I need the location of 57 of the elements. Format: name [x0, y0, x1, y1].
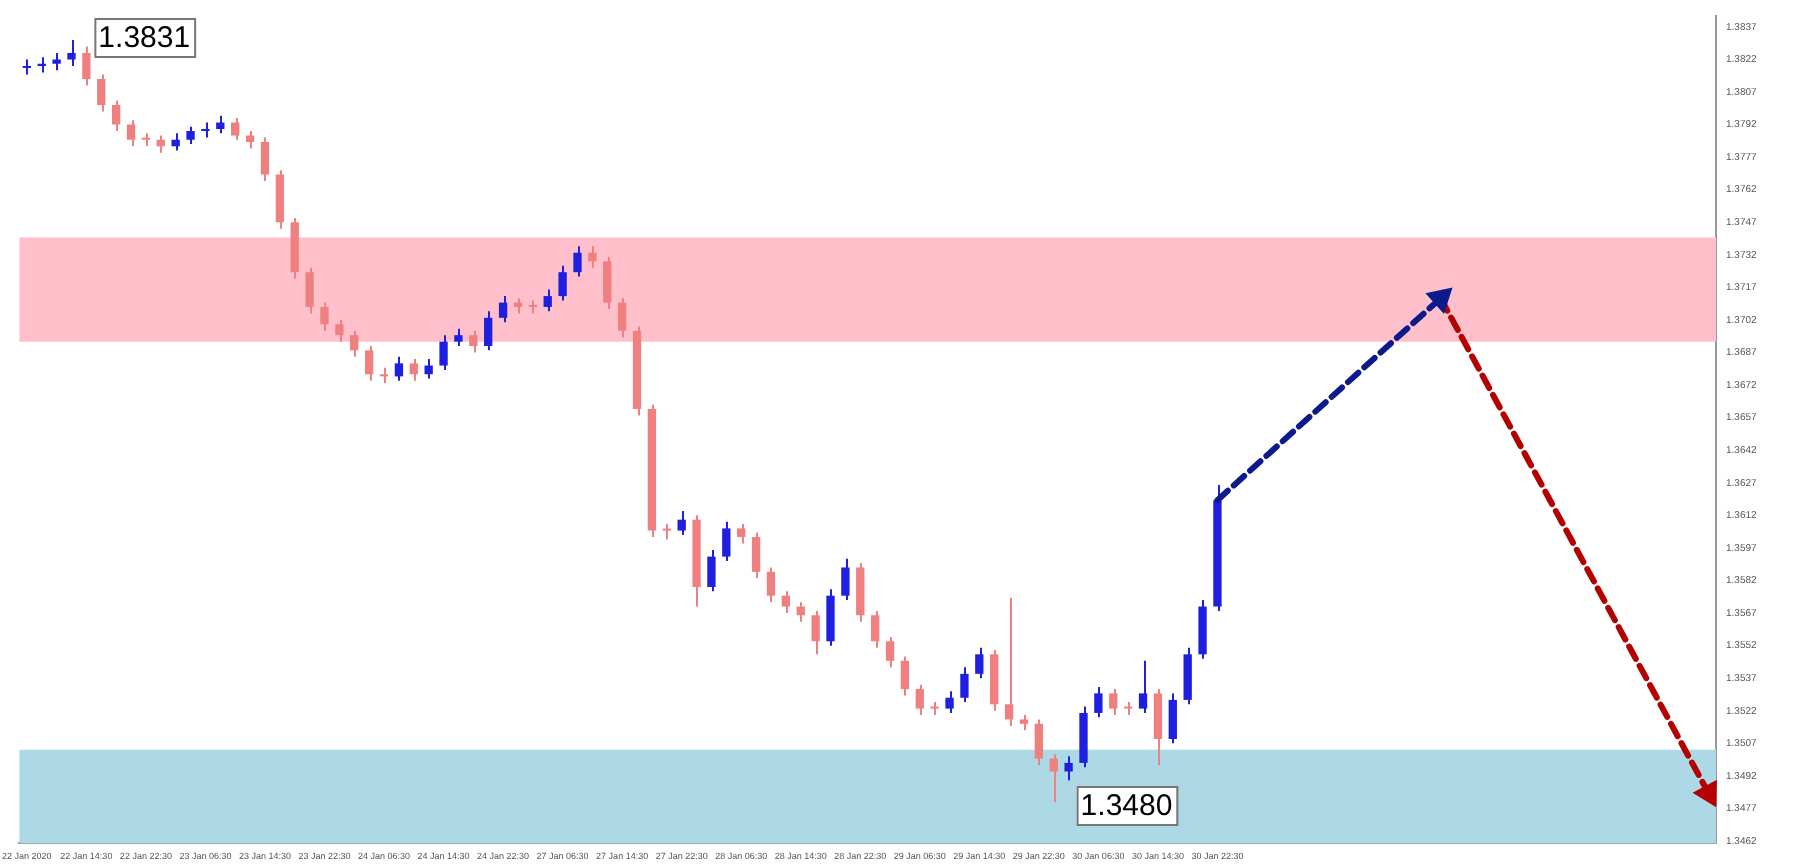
- candlestick: [975, 646, 984, 680]
- candlestick: [439, 334, 448, 371]
- candlestick: [558, 264, 567, 302]
- candlestick: [335, 318, 344, 343]
- candlestick: [543, 288, 552, 313]
- candlestick: [722, 520, 731, 562]
- candlestick: [960, 666, 969, 704]
- candlestick: [870, 609, 880, 649]
- candlestick: [1168, 692, 1177, 745]
- candlestick: [737, 523, 746, 545]
- candlestick: [201, 121, 210, 139]
- candlestick: [469, 329, 478, 354]
- candlestick: [231, 117, 240, 141]
- candlestick: [1004, 596, 1014, 727]
- candlestick: [1064, 755, 1073, 782]
- candlestick: [781, 590, 791, 615]
- candlestick: [1094, 685, 1103, 719]
- candlestick: [766, 566, 776, 604]
- candlestick: [67, 38, 76, 67]
- candlestick: [1109, 688, 1118, 717]
- candlestick: [484, 310, 493, 352]
- candlestick: [826, 588, 835, 647]
- candlestick: [617, 297, 627, 339]
- candlestick: [573, 245, 582, 278]
- candlestick: [1153, 688, 1163, 767]
- candlestick: [350, 329, 359, 358]
- candlestick: [915, 683, 924, 717]
- annotation: 1.3480: [1080, 789, 1173, 824]
- candlestick: [1138, 659, 1148, 714]
- candlestick: [97, 73, 106, 113]
- candlestick: [707, 549, 716, 593]
- candlestick: [126, 119, 136, 148]
- annotation: 1.3831: [98, 21, 191, 56]
- candlestick: [409, 358, 418, 382]
- candlestick: [677, 510, 686, 536]
- candlestick: [111, 99, 121, 133]
- candlestick: [364, 345, 374, 382]
- candlestick: [260, 136, 270, 183]
- candlestick: [900, 655, 910, 697]
- candlestick: [320, 301, 329, 332]
- candlestick: [275, 169, 285, 230]
- candlestick: [945, 690, 954, 714]
- candlestick: [856, 562, 865, 623]
- candlestick: [1183, 646, 1192, 706]
- candlestick: [394, 355, 404, 382]
- candlestick: [1034, 718, 1044, 767]
- candlestick: [751, 531, 761, 580]
- candlestick: [841, 557, 850, 602]
- candlestick: [811, 609, 820, 656]
- candlestick: [1049, 753, 1058, 803]
- candlestick: [603, 256, 612, 311]
- candlestick: [1198, 599, 1207, 660]
- candlestick: [82, 45, 91, 87]
- candlestick: [305, 266, 314, 315]
- candlestick: [885, 635, 895, 669]
- candlestick: [498, 295, 508, 324]
- candlestick: [588, 245, 597, 269]
